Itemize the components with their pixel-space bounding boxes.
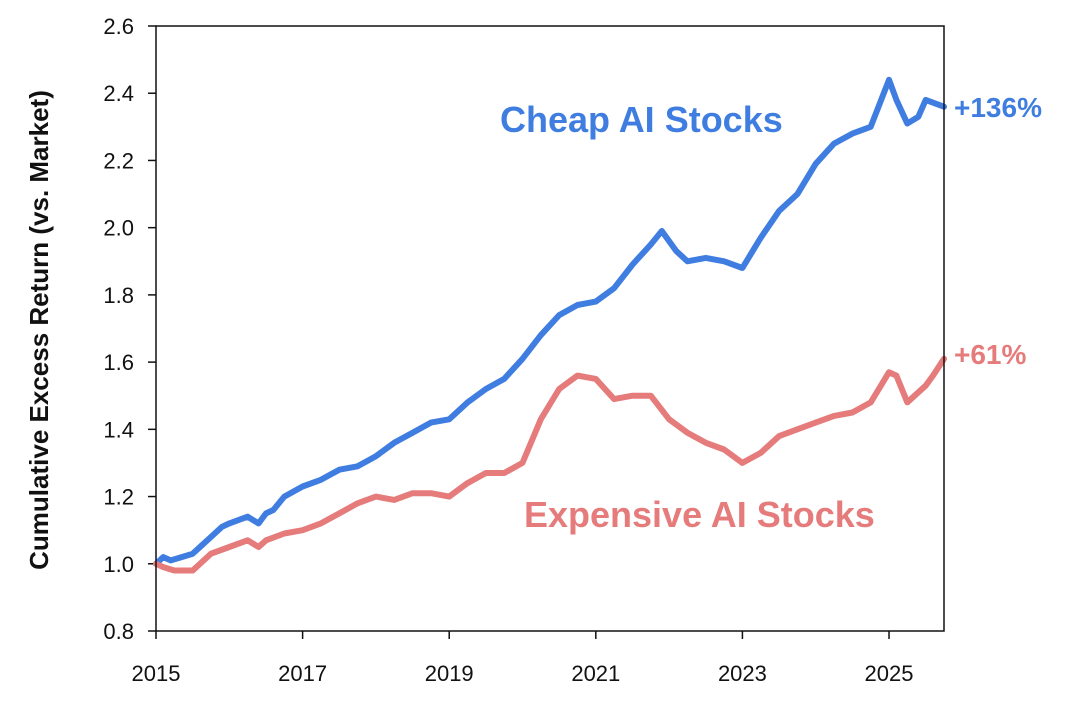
x-tick-label: 2017 — [278, 661, 327, 686]
end-label-cheap: +136% — [954, 92, 1042, 123]
series-line-expensive-ai-stocks — [153, 355, 947, 574]
x-tick-label: 2015 — [132, 661, 181, 686]
y-tick-label: 2.0 — [103, 216, 134, 241]
y-axis-label: Cumulative Excess Return (vs. Market) — [24, 90, 54, 570]
y-tick-label: 1.2 — [103, 485, 134, 510]
x-tick-label: 2021 — [571, 661, 620, 686]
series-lines — [153, 76, 947, 574]
y-tick-label: 2.4 — [103, 81, 134, 106]
x-tick-label: 2019 — [425, 661, 474, 686]
y-tick-label: 1.6 — [103, 350, 134, 375]
series-line-cheap-ai-stocks — [153, 76, 947, 567]
axis-ticks: 0.8 1.0 1.2 1.4 1.6 1.8 2.0 2.2 2.4 2.6 2015 2017 20… — [103, 14, 913, 686]
y-axis-label-group: Cumulative Excess Return (vs. Market) — [24, 90, 54, 570]
series-label-cheap: Cheap AI Stocks — [500, 99, 783, 140]
series-labels: Cheap AI Stocks Expensive AI Stocks +136… — [500, 92, 1042, 535]
y-tick-label: 2.2 — [103, 148, 134, 173]
y-tick-label: 1.0 — [103, 552, 134, 577]
series-label-expensive: Expensive AI Stocks — [524, 494, 875, 535]
y-tick-label: 2.6 — [103, 14, 134, 39]
y-tick-label: 1.4 — [103, 417, 134, 442]
x-tick-label: 2023 — [718, 661, 767, 686]
y-tick-label: 0.8 — [103, 619, 134, 644]
end-label-expensive: +61% — [954, 339, 1026, 370]
x-tick-label: 2025 — [865, 661, 914, 686]
y-tick-label: 1.8 — [103, 283, 134, 308]
plot-frame — [155, 25, 945, 632]
